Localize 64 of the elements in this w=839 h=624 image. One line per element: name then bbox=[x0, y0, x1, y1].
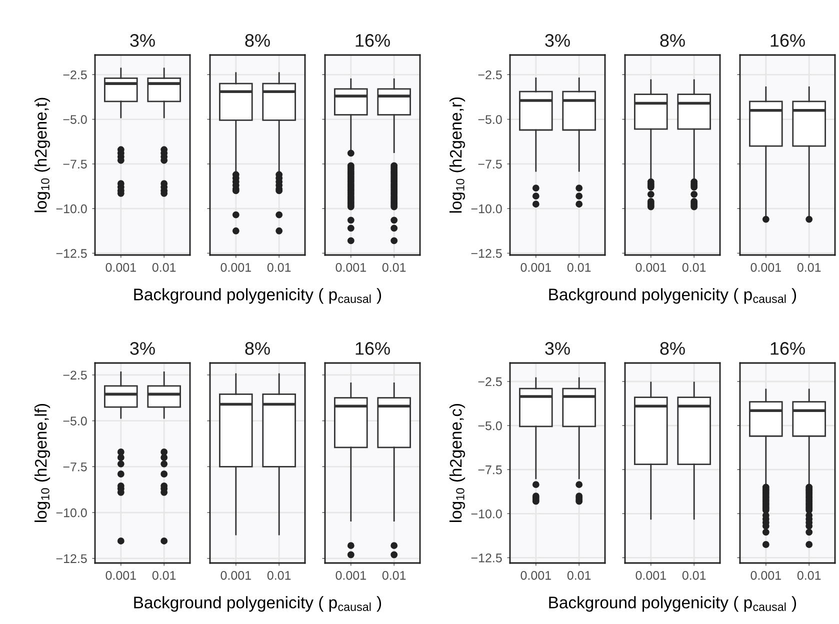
x-tick-label: 0.01 bbox=[152, 262, 176, 272]
y-tick-label: −12.5 bbox=[56, 249, 87, 258]
chart-title: 16% bbox=[770, 34, 805, 47]
y-tick-label: −5.0 bbox=[63, 416, 87, 426]
y-tick-label: −7.5 bbox=[63, 160, 87, 169]
y-tick-label: −7.5 bbox=[63, 462, 87, 472]
y-tick-label: −10.0 bbox=[56, 508, 87, 518]
x-tick-label: 0.001 bbox=[220, 570, 251, 580]
x-tick-label: 0.01 bbox=[152, 570, 176, 580]
x-axis-title: Background polygenicity ( p$_{causal}$ ) bbox=[549, 596, 796, 612]
x-tick-label: 0.001 bbox=[636, 570, 666, 580]
x-tick-label: 0.01 bbox=[682, 570, 706, 580]
chart-title: 8% bbox=[660, 34, 685, 47]
x-tick-label: 0.001 bbox=[336, 262, 366, 272]
x-tick-label: 0.001 bbox=[220, 262, 251, 272]
chart-title: 8% bbox=[660, 342, 685, 355]
y-tick-label: −7.5 bbox=[478, 466, 502, 474]
chart-title: 8% bbox=[245, 34, 270, 47]
y-tick-label: −2.5 bbox=[63, 70, 87, 80]
y-tick-label: −2.5 bbox=[478, 377, 502, 386]
x-tick-label: 0.01 bbox=[382, 570, 406, 580]
chart-title: 16% bbox=[356, 342, 390, 355]
y-axis-title: log$_{10}$ (h2gene,t) bbox=[34, 98, 50, 212]
x-tick-label: 0.001 bbox=[520, 262, 551, 272]
x-tick-label: 0.001 bbox=[750, 570, 781, 580]
y-tick-label: −5.0 bbox=[63, 115, 87, 124]
x-axis-title: Background polygenicity ( p$_{causal}$ ) bbox=[549, 288, 796, 304]
chart-title: 16% bbox=[356, 34, 390, 47]
chart-title: 3% bbox=[545, 342, 570, 355]
x-tick-label: 0.001 bbox=[520, 570, 551, 580]
chart-title: 16% bbox=[770, 342, 805, 355]
y-tick-label: −12.5 bbox=[471, 249, 502, 258]
chart-title: 3% bbox=[545, 34, 570, 47]
y-tick-label: −2.5 bbox=[478, 70, 502, 80]
x-tick-label: 0.01 bbox=[382, 262, 406, 272]
chart-title: 8% bbox=[245, 342, 270, 355]
x-tick-label: 0.001 bbox=[750, 262, 781, 272]
x-tick-label: 0.01 bbox=[797, 262, 821, 272]
x-tick-label: 0.01 bbox=[682, 262, 706, 272]
x-axis-title: Background polygenicity ( p$_{causal}$ ) bbox=[134, 596, 382, 612]
x-tick-label: 0.01 bbox=[267, 570, 291, 580]
y-tick-label: −5.0 bbox=[478, 421, 502, 430]
y-axis-title: log$_{10}$ (h2gene,lf) bbox=[34, 404, 50, 522]
y-tick-label: −12.5 bbox=[56, 554, 87, 564]
x-tick-label: 0.01 bbox=[797, 570, 821, 580]
y-tick-label: −2.5 bbox=[63, 370, 87, 380]
y-tick-label: −7.5 bbox=[478, 160, 502, 169]
y-tick-label: −10.0 bbox=[471, 204, 502, 214]
x-tick-label: 0.001 bbox=[106, 262, 136, 272]
chart-title: 3% bbox=[130, 342, 155, 355]
x-tick-label: 0.001 bbox=[636, 262, 666, 272]
y-tick-label: −12.5 bbox=[471, 554, 502, 562]
chart-title: 3% bbox=[130, 34, 155, 47]
y-tick-label: −10.0 bbox=[471, 509, 502, 518]
x-tick-label: 0.001 bbox=[106, 570, 136, 580]
x-tick-label: 0.01 bbox=[567, 570, 591, 580]
y-tick-label: −10.0 bbox=[56, 204, 87, 214]
x-axis-title: Background polygenicity ( p$_{causal}$ ) bbox=[134, 288, 382, 304]
y-tick-label: −5.0 bbox=[478, 115, 502, 124]
y-axis-title: log$_{10}$ (h2gene,c) bbox=[450, 404, 466, 522]
y-axis-title: log$_{10}$ (h2gene,r) bbox=[450, 97, 466, 213]
x-tick-label: 0.01 bbox=[267, 262, 291, 272]
x-tick-label: 0.01 bbox=[567, 262, 591, 272]
x-tick-label: 0.001 bbox=[336, 570, 366, 580]
